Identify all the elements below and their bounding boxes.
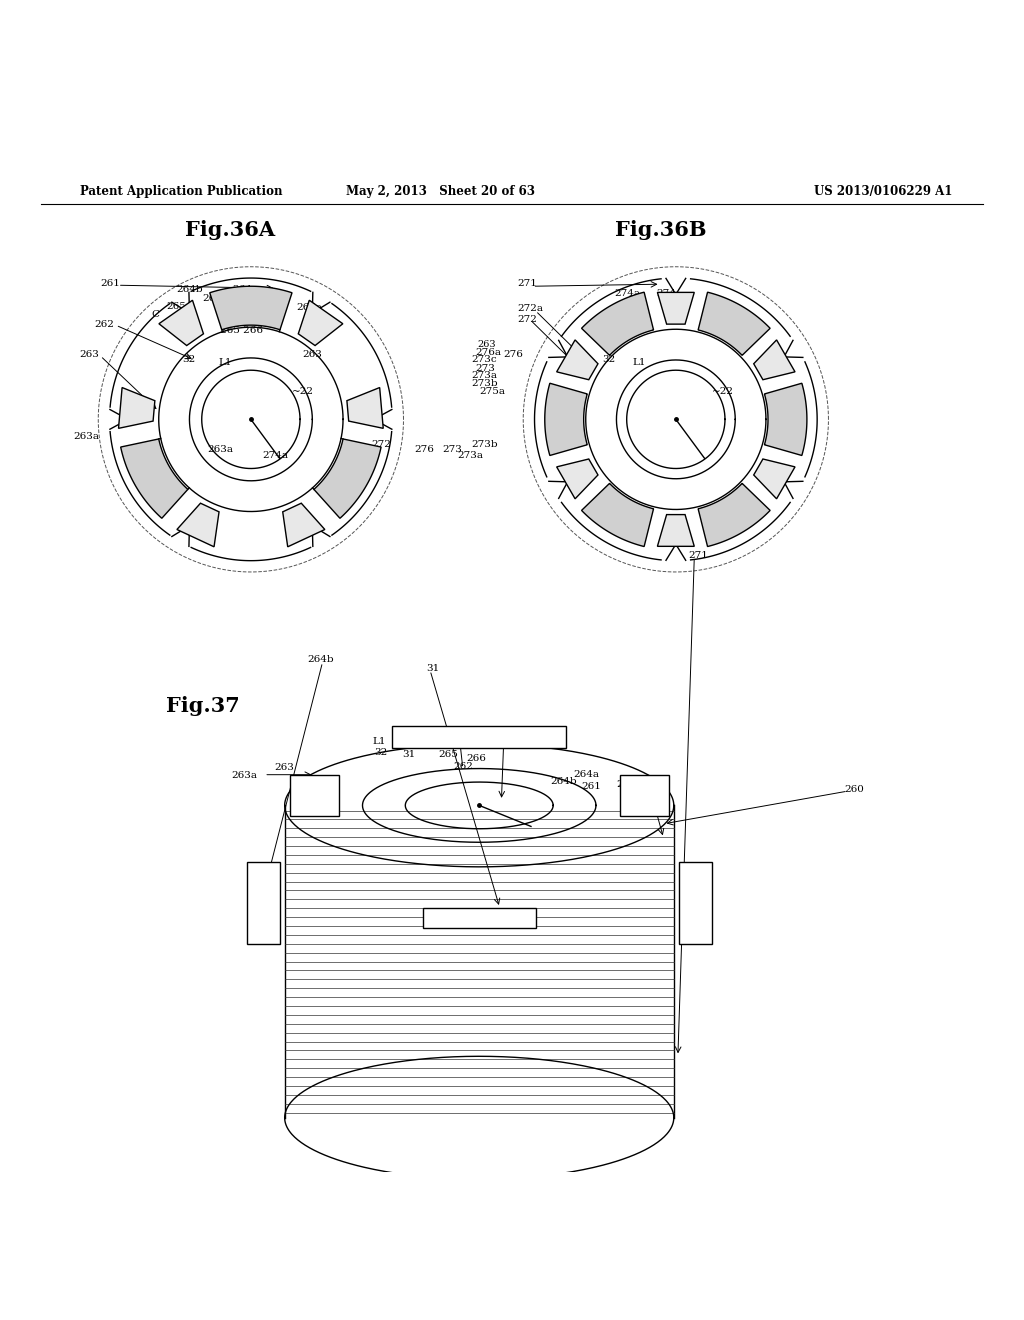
Text: 264a: 264a (573, 770, 599, 779)
Text: 272: 272 (372, 441, 391, 449)
Text: 260: 260 (845, 784, 864, 793)
Text: 272a: 272a (517, 305, 543, 313)
Text: May 2, 2013   Sheet 20 of 63: May 2, 2013 Sheet 20 of 63 (346, 185, 535, 198)
Text: 273b: 273b (471, 379, 498, 388)
Text: L1: L1 (633, 358, 646, 367)
Text: 264b: 264b (176, 285, 203, 294)
Text: 275: 275 (553, 408, 572, 417)
Polygon shape (557, 341, 598, 380)
Polygon shape (657, 515, 694, 546)
Text: 264b: 264b (550, 777, 577, 787)
Text: 31: 31 (426, 664, 439, 673)
Bar (290, 1183, 339, 1224)
Text: 264c: 264c (640, 788, 666, 796)
Text: 32: 32 (602, 355, 615, 364)
Bar (620, 775, 669, 816)
Text: 264: 264 (203, 294, 222, 304)
Text: 266a: 266a (296, 304, 322, 313)
Polygon shape (545, 383, 587, 455)
Polygon shape (657, 293, 694, 325)
Polygon shape (283, 503, 325, 546)
Bar (290, 775, 339, 816)
Polygon shape (210, 286, 292, 330)
Text: 271: 271 (517, 279, 537, 288)
Text: 264c: 264c (225, 296, 251, 305)
Text: C: C (152, 310, 160, 319)
Text: 273a: 273a (458, 450, 483, 459)
Text: ~22: ~22 (292, 387, 313, 396)
Text: 273b: 273b (471, 441, 498, 449)
Text: 265: 265 (438, 750, 458, 759)
Text: 274a: 274a (262, 450, 288, 459)
Text: 264b: 264b (307, 656, 334, 664)
Text: 271: 271 (688, 550, 708, 560)
Text: 263: 263 (79, 350, 98, 359)
Text: 263: 263 (302, 350, 322, 359)
Text: 276a: 276a (475, 348, 501, 358)
Bar (423, 908, 536, 928)
Text: 274a: 274a (614, 289, 640, 298)
Text: Fig.36A: Fig.36A (185, 220, 275, 240)
Polygon shape (298, 300, 343, 346)
Bar (392, 726, 566, 748)
Text: 262: 262 (454, 762, 473, 771)
Bar (418, 1177, 541, 1197)
Bar (620, 1183, 669, 1224)
Text: 272: 272 (517, 314, 537, 323)
Text: 273c: 273c (471, 355, 497, 364)
Polygon shape (765, 383, 807, 455)
Polygon shape (754, 341, 795, 380)
Text: 263: 263 (274, 763, 294, 772)
Text: 263a: 263a (207, 445, 232, 454)
Text: 263a: 263a (74, 432, 99, 441)
Text: 264: 264 (616, 780, 636, 789)
Text: 265 266: 265 266 (220, 326, 263, 335)
Polygon shape (347, 388, 383, 428)
Text: 31: 31 (402, 750, 416, 759)
Polygon shape (557, 459, 598, 499)
Polygon shape (119, 388, 155, 428)
Text: 273: 273 (475, 363, 495, 372)
Polygon shape (582, 483, 653, 546)
Text: Fig.36B: Fig.36B (614, 220, 707, 240)
Text: 261: 261 (100, 279, 120, 288)
Text: 263a: 263a (231, 771, 257, 780)
Polygon shape (754, 459, 795, 499)
Polygon shape (177, 503, 219, 546)
Polygon shape (314, 440, 381, 519)
Text: 32: 32 (182, 355, 196, 364)
Polygon shape (121, 440, 187, 519)
Text: US 2013/0106229 A1: US 2013/0106229 A1 (814, 185, 952, 198)
Text: L1: L1 (373, 738, 386, 746)
Bar (247, 862, 280, 944)
Text: 276: 276 (504, 350, 523, 359)
Text: 274: 274 (656, 289, 676, 298)
Polygon shape (698, 292, 770, 355)
Text: 275a: 275a (479, 387, 505, 396)
Text: 262: 262 (94, 319, 114, 329)
Text: ~22: ~22 (494, 733, 515, 742)
Text: 263: 263 (477, 341, 496, 348)
Text: L1: L1 (218, 358, 231, 367)
Text: 273a: 273a (471, 371, 497, 380)
Text: 266: 266 (466, 754, 485, 763)
Text: 265a: 265a (166, 302, 191, 312)
Polygon shape (159, 300, 204, 346)
Text: ~22: ~22 (712, 387, 733, 396)
Text: 264a: 264a (232, 285, 258, 294)
Text: 32: 32 (374, 747, 387, 756)
Text: Fig.37: Fig.37 (166, 696, 240, 715)
Text: 273: 273 (442, 445, 462, 454)
Text: 276: 276 (415, 445, 434, 454)
Text: Patent Application Publication: Patent Application Publication (80, 185, 283, 198)
Text: 261: 261 (582, 783, 601, 792)
Bar (679, 862, 712, 944)
Polygon shape (698, 483, 770, 546)
Polygon shape (582, 292, 653, 355)
